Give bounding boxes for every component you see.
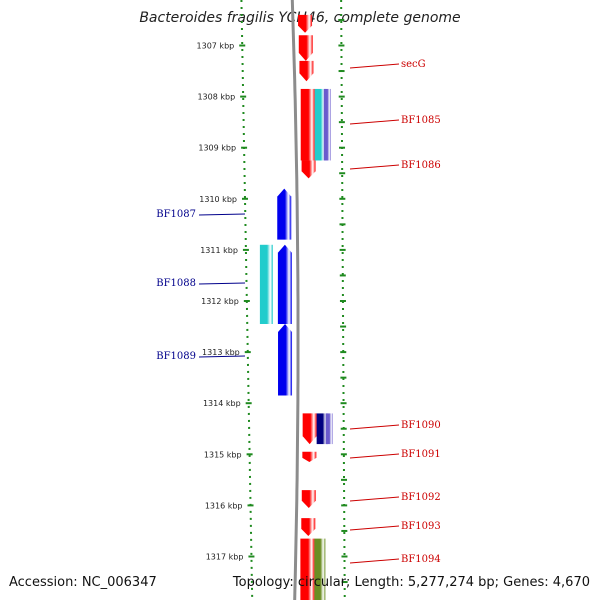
label-leader-line: [198, 282, 246, 285]
tick-label: 1316 kbp: [205, 501, 243, 510]
gene-feature-forward[interactable]: [301, 160, 316, 179]
gene-feature-forward[interactable]: [302, 451, 317, 462]
tick-label: 1314 kbp: [203, 399, 241, 408]
label-leader-line: [198, 213, 246, 216]
tick-label: 1307 kbp: [197, 42, 235, 51]
tick-label: 1308 kbp: [197, 93, 235, 102]
gene-feature-forward[interactable]: [323, 88, 331, 161]
gene-feature-forward[interactable]: [298, 14, 313, 33]
gene-feature-forward[interactable]: [301, 518, 316, 537]
gene-label-bf1089[interactable]: BF1089: [156, 351, 196, 362]
gene-feature-forward[interactable]: [299, 60, 314, 82]
label-leader-line: [349, 119, 400, 125]
label-leader-line: [349, 525, 400, 531]
gene-label-bf1093[interactable]: BF1093: [401, 521, 441, 532]
tick-label: 1310 kbp: [199, 195, 237, 204]
topology-text: Topology: circular; Length: 5,277,274 bp…: [232, 575, 590, 590]
label-leader-line: [349, 558, 400, 564]
label-leader-line: [349, 496, 400, 502]
gene-feature-reverse[interactable]: [277, 244, 292, 324]
label-leader-line: [198, 355, 246, 358]
gene-label-bf1085[interactable]: BF1085: [401, 115, 441, 126]
gene-feature-forward[interactable]: [298, 35, 313, 61]
gene-feature-reverse[interactable]: [278, 323, 293, 396]
gene-label-bf1092[interactable]: BF1092: [401, 492, 441, 503]
tick-label: 1313 kbp: [202, 348, 240, 357]
tick-label: 1317 kbp: [206, 553, 244, 562]
gene-feature-forward[interactable]: [316, 413, 328, 445]
tick-label: 1312 kbp: [201, 297, 239, 306]
gene-label-bf1094[interactable]: BF1094: [401, 554, 441, 565]
gene-feature-forward[interactable]: [314, 538, 326, 600]
gene-feature-forward[interactable]: [300, 88, 315, 161]
gene-label-bf1086[interactable]: BF1086: [401, 160, 441, 171]
tick-label: 1309 kbp: [198, 144, 236, 153]
gene-feature-reverse[interactable]: [277, 188, 292, 240]
label-leader-line: [349, 63, 400, 69]
gene-label-secg[interactable]: secG: [401, 59, 426, 70]
label-leader-line: [349, 424, 400, 430]
gene-feature-forward[interactable]: [302, 413, 317, 445]
genome-backbone: [290, 0, 300, 600]
gene-feature-forward[interactable]: [300, 538, 315, 600]
accession-text: Accession: NC_006347: [9, 575, 157, 590]
gene-label-bf1091[interactable]: BF1091: [401, 449, 441, 460]
gene-label-bf1087[interactable]: BF1087: [156, 209, 196, 220]
gene-feature-reverse[interactable]: [259, 244, 273, 324]
gene-feature-forward[interactable]: [301, 490, 316, 508]
tick-label: 1315 kbp: [204, 450, 242, 459]
gene-label-bf1088[interactable]: BF1088: [156, 278, 196, 289]
label-leader-line: [349, 164, 400, 170]
gene-label-bf1090[interactable]: BF1090: [401, 420, 441, 431]
gene-feature-forward[interactable]: [314, 88, 326, 161]
gene-feature-forward[interactable]: [325, 413, 333, 445]
tick-label: 1311 kbp: [200, 246, 238, 255]
label-leader-line: [349, 453, 400, 459]
